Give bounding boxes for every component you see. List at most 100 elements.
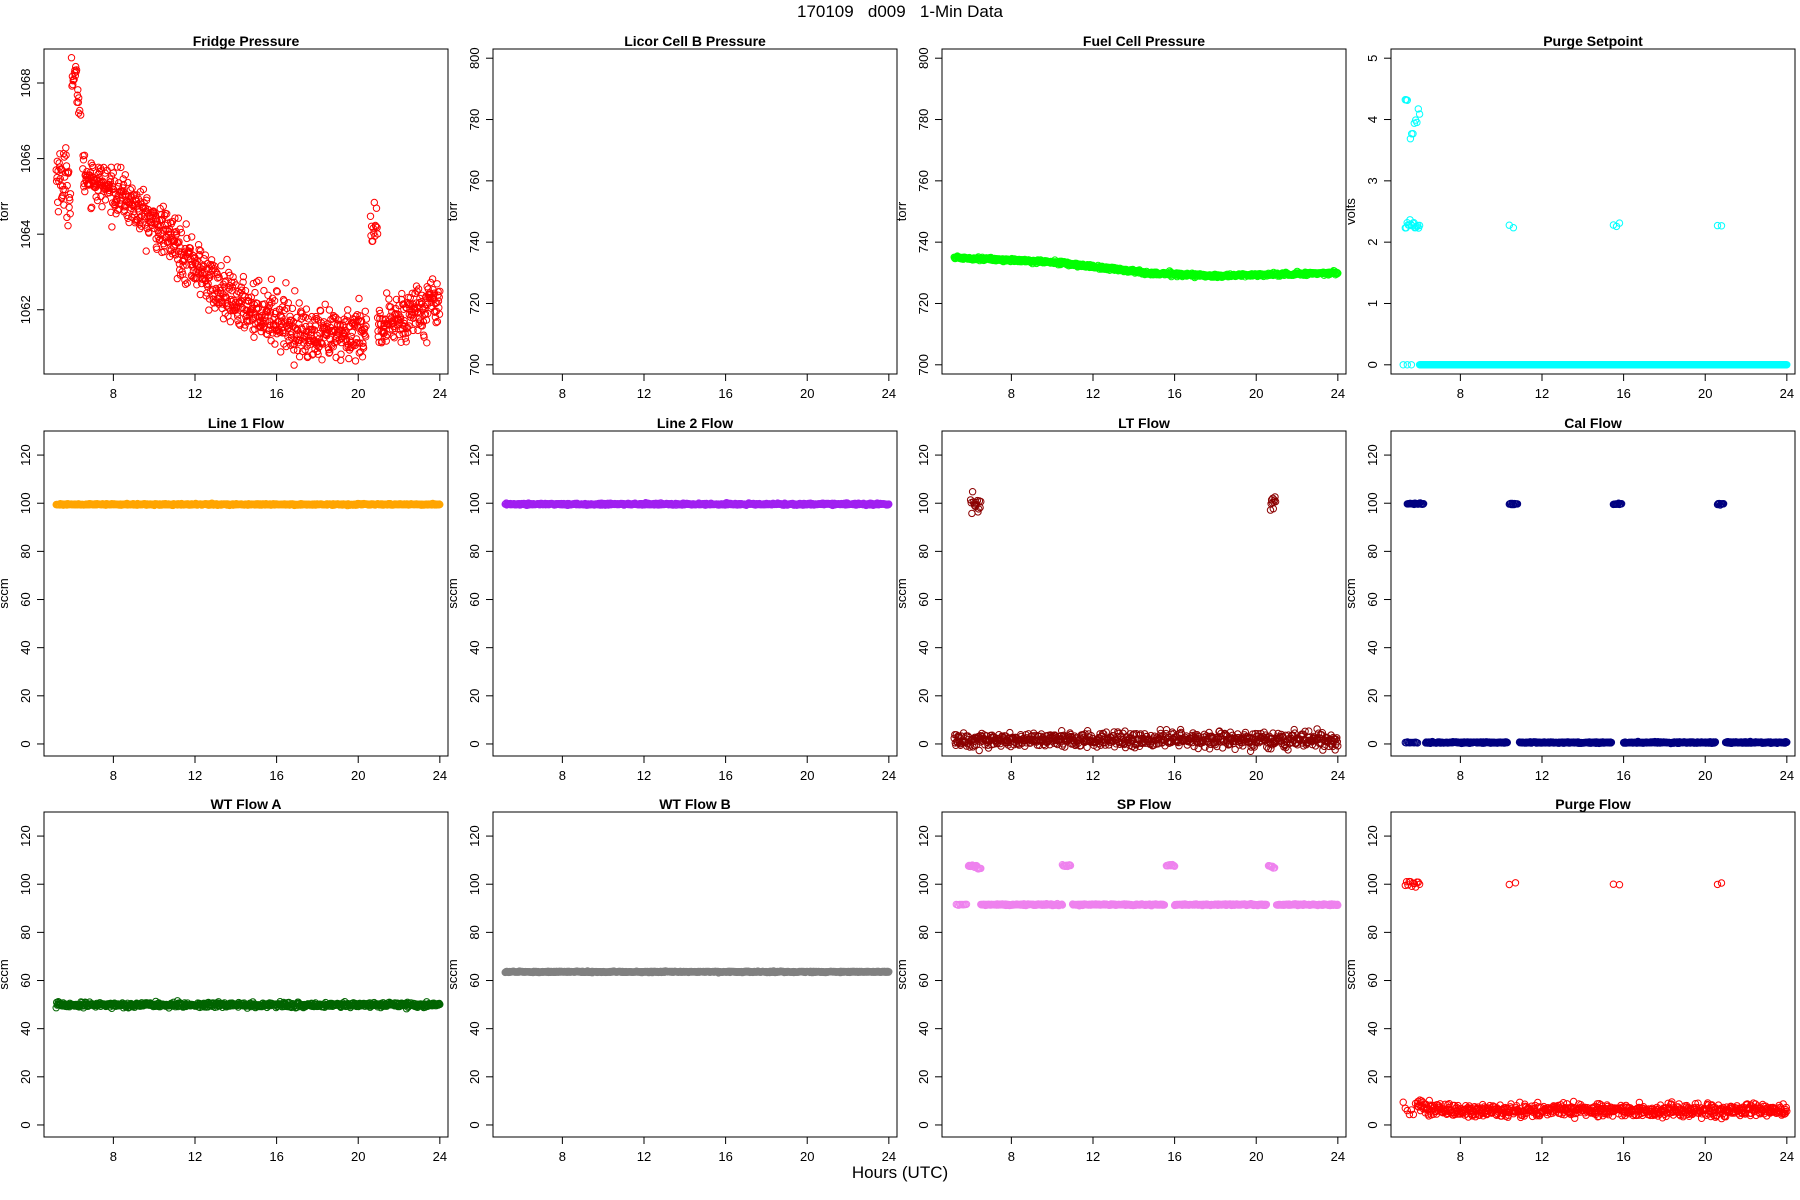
data-point — [135, 220, 144, 228]
data-point — [347, 343, 356, 351]
data-point — [260, 286, 268, 295]
x-tick-label: 12 — [637, 768, 651, 783]
data-point — [183, 234, 191, 243]
data-point — [277, 348, 285, 356]
data-point — [195, 246, 203, 254]
data-point — [205, 306, 213, 314]
data-point — [1615, 219, 1624, 227]
data-point — [63, 181, 71, 190]
data-point — [228, 278, 236, 287]
data-point — [72, 62, 80, 71]
data-point — [106, 178, 115, 186]
data-point — [62, 144, 70, 152]
y-tick-label: 4 — [1365, 116, 1380, 123]
data-point — [233, 312, 242, 320]
x-tick-label: 8 — [1008, 768, 1015, 783]
y-tick-label: 60 — [467, 592, 482, 606]
y-tick-label: 740 — [467, 231, 482, 253]
data-point — [163, 210, 171, 218]
data-point — [101, 196, 110, 204]
data-point — [1413, 118, 1421, 127]
data-point — [188, 233, 196, 241]
data-point — [403, 323, 411, 331]
data-point — [115, 179, 123, 187]
x-tick-label: 12 — [188, 386, 202, 401]
data-point — [98, 203, 106, 211]
data-point — [356, 312, 364, 320]
data-point — [264, 308, 272, 316]
y-tick-label: 700 — [467, 354, 482, 376]
x-tick-label: 12 — [1086, 768, 1100, 783]
data-point — [119, 184, 127, 192]
data-point — [176, 225, 184, 233]
data-point — [392, 295, 401, 304]
data-series — [52, 54, 444, 369]
x-tick-label: 16 — [1616, 386, 1630, 401]
data-point — [398, 289, 406, 298]
y-tick-label: 100 — [916, 492, 931, 514]
panel-title: Line 1 Flow — [208, 415, 284, 431]
data-point — [390, 334, 398, 342]
y-tick-label: 5 — [1365, 55, 1380, 62]
data-point — [200, 255, 208, 263]
data-point — [322, 331, 330, 339]
y-axis-title: volts — [1343, 198, 1358, 225]
data-point — [399, 330, 407, 338]
data-point — [87, 204, 95, 213]
data-point — [355, 294, 363, 303]
data-point — [288, 304, 297, 313]
data-point — [253, 299, 262, 308]
data-point — [360, 324, 369, 332]
data-point — [124, 214, 132, 223]
data-point — [292, 330, 300, 338]
data-point — [277, 312, 285, 321]
data-series — [950, 488, 1342, 755]
figure-title: 170109 d009 1-Min Data — [796, 2, 1004, 21]
data-point — [1413, 222, 1421, 231]
data-point — [79, 156, 88, 164]
data-point — [108, 223, 116, 231]
data-point — [253, 305, 261, 313]
data-point — [348, 328, 356, 336]
data-point — [283, 322, 291, 330]
data-point — [1414, 105, 1423, 113]
data-point — [67, 54, 76, 62]
x-tick-label: 8 — [110, 768, 117, 783]
data-point — [153, 245, 161, 253]
panel-title: Licor Cell B Pressure — [624, 33, 766, 49]
data-point — [344, 306, 352, 314]
data-point — [117, 163, 125, 172]
data-point — [396, 318, 404, 327]
data-point — [217, 262, 225, 270]
x-tick-label: 12 — [1086, 386, 1100, 401]
data-point — [406, 294, 414, 302]
data-point — [354, 316, 362, 324]
data-point — [128, 184, 136, 192]
y-tick-label: 20 — [916, 689, 931, 703]
plot-frame — [941, 430, 1347, 757]
y-tick-label: 720 — [916, 293, 931, 315]
data-point — [140, 203, 148, 211]
data-point — [114, 182, 123, 191]
data-point — [239, 278, 247, 286]
data-point — [227, 297, 236, 306]
data-point — [279, 329, 287, 337]
y-tick-label: 760 — [916, 170, 931, 192]
x-tick-label: 8 — [559, 768, 566, 783]
data-point — [378, 315, 386, 323]
data-point — [1334, 269, 1342, 277]
data-point — [130, 191, 138, 199]
data-point — [211, 267, 220, 275]
data-point — [264, 291, 272, 299]
data-point — [58, 182, 67, 190]
data-point — [373, 230, 382, 238]
data-point — [378, 337, 386, 346]
data-point — [433, 280, 441, 288]
data-point — [69, 80, 77, 89]
data-point — [295, 299, 303, 307]
data-point — [268, 294, 277, 302]
data-point — [109, 169, 118, 177]
